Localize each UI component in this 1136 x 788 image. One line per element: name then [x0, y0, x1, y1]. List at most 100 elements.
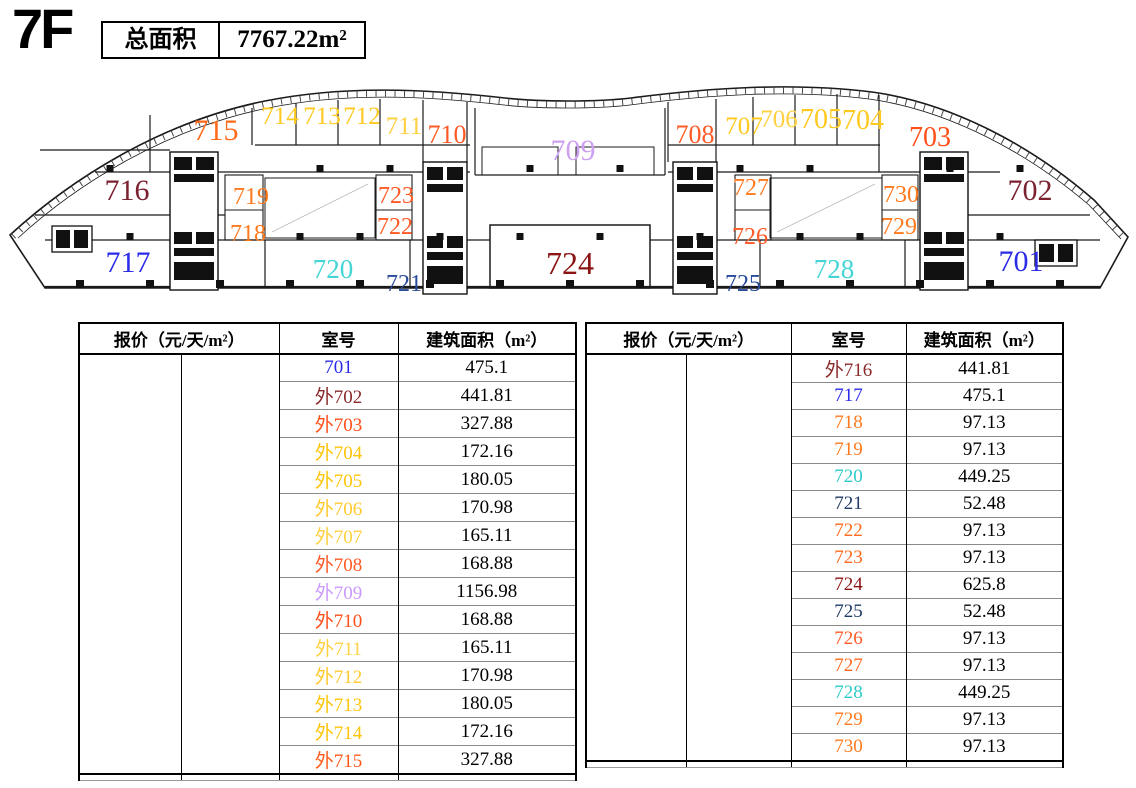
room-label-701: 701: [999, 245, 1044, 278]
room-cell: 719: [790, 436, 906, 464]
core-block-part: [697, 167, 713, 180]
room-cell: 725: [790, 598, 906, 626]
header-row: 报价（元/天/m²） 室号 建筑面积（m²）: [79, 323, 576, 355]
table-row: 外702 441.81: [79, 381, 576, 410]
area-table-left: 报价（元/天/m²） 室号 建筑面积（m²） 701 475.1 外702 441.8…: [78, 322, 577, 781]
room-cell: 728: [790, 679, 906, 707]
tail-cell: [397, 773, 576, 781]
total-area-label: 总面积: [103, 23, 220, 57]
area-cell: 327.88: [397, 409, 576, 438]
area-cell: 97.13: [905, 625, 1063, 653]
core-block-part: [447, 236, 463, 248]
column-dot: [706, 280, 714, 288]
column-dot: [946, 165, 954, 172]
area-cell: 170.98: [397, 493, 576, 522]
column-dot: [696, 233, 704, 240]
area-cell: 97.13: [905, 517, 1063, 545]
core-block-part: [677, 236, 693, 248]
core-block-part: [56, 230, 70, 248]
table-row: 718 97.13: [586, 409, 1063, 437]
room-cell: 718: [790, 409, 906, 437]
column-dot: [846, 280, 854, 288]
room-header: 室号: [278, 323, 398, 355]
table-row: 外709 1156.98: [79, 577, 576, 606]
column-dot: [566, 280, 574, 288]
table-row: 外710 168.88: [79, 605, 576, 634]
column-dot: [516, 233, 524, 240]
room-cell: 723: [790, 544, 906, 572]
column-dot: [856, 233, 864, 240]
area-cell: 625.8: [905, 571, 1063, 599]
table-tail-row: [79, 773, 576, 781]
room-label-703: 703: [909, 122, 951, 153]
room-cell: 外713: [278, 689, 398, 718]
room-cell: 外705: [278, 465, 398, 494]
room-label-717: 717: [106, 246, 151, 279]
interior-walls: [35, 94, 1100, 288]
room-label-729: 729: [881, 214, 917, 240]
area-cell: 97.13: [905, 706, 1063, 734]
area-table-right-grid: 报价（元/天/m²） 室号 建筑面积（m²） 外716 441.81 717 475.…: [585, 322, 1064, 768]
column-dot: [296, 233, 304, 240]
core-block-part: [427, 266, 463, 284]
table-row: 外707 165.11: [79, 521, 576, 550]
room-header: 室号: [790, 323, 906, 355]
column-dot: [996, 233, 1004, 240]
table-row: 外708 168.88: [79, 549, 576, 578]
area-cell: 97.13: [905, 733, 1063, 761]
area-table-left-grid: 报价（元/天/m²） 室号 建筑面积（m²） 701 475.1 外702 441.8…: [78, 322, 577, 781]
room-label-719: 719: [233, 184, 269, 210]
table-row: 720 449.25: [586, 463, 1063, 491]
room-cell: 724: [790, 571, 906, 599]
room-cell: 726: [790, 625, 906, 653]
column-dot: [596, 233, 604, 240]
column-dot: [796, 233, 804, 240]
column-dot: [1016, 165, 1024, 172]
room-label-711: 711: [386, 113, 423, 140]
room-cell: 外716: [790, 354, 906, 383]
area-cell: 97.13: [905, 652, 1063, 680]
room-label-702: 702: [1008, 174, 1053, 207]
column-dot: [216, 280, 224, 288]
area-cell: 52.48: [905, 490, 1063, 518]
table-row: 726 97.13: [586, 625, 1063, 653]
price-cell-empty: [586, 354, 686, 761]
core-block-part: [924, 248, 964, 256]
room-cell: 730: [790, 733, 906, 761]
table-row: 外716 441.81: [586, 354, 1063, 761]
room-label-725: 725: [725, 271, 761, 297]
room-cell: 外711: [278, 633, 398, 662]
area-cell: 52.48: [905, 598, 1063, 626]
core-block-part: [1058, 244, 1073, 262]
room-label-723: 723: [378, 183, 414, 209]
room-label-710: 710: [428, 120, 467, 149]
table-row: 730 97.13: [586, 733, 1063, 761]
column-dot: [386, 165, 394, 172]
area-cell: 327.88: [397, 745, 576, 774]
table-row: 701 475.1: [79, 354, 576, 774]
room-cell: 外704: [278, 437, 398, 466]
core-block-part: [1039, 244, 1054, 262]
table-row: 719 97.13: [586, 436, 1063, 464]
column-dot: [286, 280, 294, 288]
core-block-part: [924, 174, 964, 182]
core-block-part: [174, 157, 192, 170]
core-block-part: [677, 167, 693, 180]
curtain-wall-inner-line: [17, 93, 1122, 240]
table-row: 724 625.8: [586, 571, 1063, 599]
room-label-730: 730: [883, 182, 919, 208]
room-cell: 外702: [278, 381, 398, 410]
column-dot: [736, 165, 744, 172]
room-cell: 701: [278, 354, 398, 382]
room-cell: 722: [790, 517, 906, 545]
core-blocks: [51, 151, 1078, 295]
area-cell: 449.25: [905, 679, 1063, 707]
table-row: 外714 172.16: [79, 717, 576, 746]
column-dot: [426, 280, 434, 288]
room-label-722: 722: [377, 214, 413, 240]
room-label-705: 705: [800, 104, 842, 135]
room-cell: 外703: [278, 409, 398, 438]
core-block-part: [427, 184, 463, 192]
